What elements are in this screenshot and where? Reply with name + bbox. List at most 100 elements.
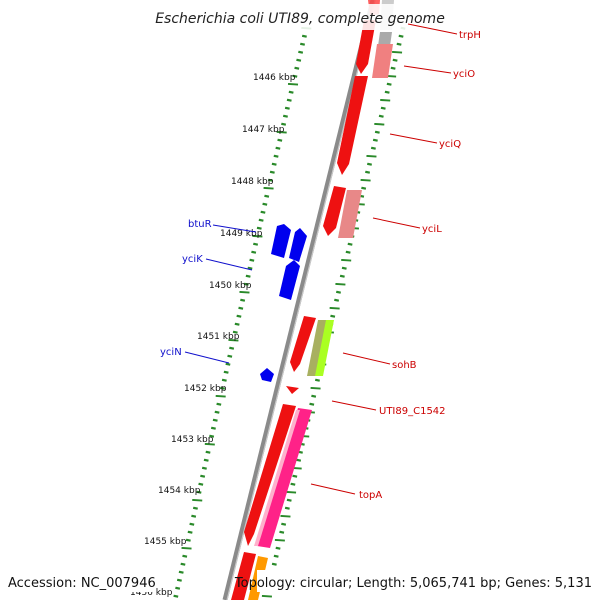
ring-tick <box>198 482 204 486</box>
ring-tick <box>341 258 352 262</box>
gene-label-sohB[interactable]: sohB <box>392 360 417 371</box>
ring-tick <box>201 466 207 470</box>
gene-topA-shape[interactable] <box>244 404 296 546</box>
ring-tick <box>330 314 336 318</box>
ring-tick <box>347 242 353 246</box>
ring-tick <box>212 418 218 422</box>
ring-tick <box>173 594 179 598</box>
kbp-label: 1452 kbp <box>184 384 227 394</box>
ring-tick <box>189 522 195 526</box>
ring-tick <box>386 82 392 86</box>
gene-label-trpH[interactable]: trpH <box>459 30 481 41</box>
ring-tick <box>192 506 198 510</box>
ring-tick <box>361 186 367 190</box>
gene-btuR-shape[interactable] <box>271 224 291 258</box>
ring-tick <box>203 458 209 462</box>
gene-yciL-shape[interactable] <box>323 186 346 236</box>
ring-tick <box>370 146 376 150</box>
gene-label-topA[interactable]: topA <box>359 490 382 501</box>
gene-sohB-shape[interactable] <box>290 316 316 372</box>
gene-label-yciN[interactable]: yciN <box>160 347 182 358</box>
ring-tick <box>273 154 279 158</box>
ring-tick <box>296 458 302 462</box>
ring-tick <box>378 114 384 118</box>
gene-yciK-shape[interactable] <box>279 260 300 300</box>
ring-tick <box>277 138 283 142</box>
ring-tick <box>267 178 273 182</box>
map-title: Escherichia coli UTI89, complete genome <box>155 11 445 27</box>
gene-yciN-shape[interactable] <box>260 368 274 382</box>
gene-UTI89_C1542-shape[interactable] <box>286 386 299 394</box>
kbp-label: 1449 kbp <box>220 229 263 239</box>
ring-tick <box>258 218 264 222</box>
gene-yciK-part-shape[interactable] <box>289 228 307 262</box>
gene-label-yciO[interactable]: yciO <box>453 69 475 80</box>
ring-tick <box>392 50 403 54</box>
ring-tick <box>366 154 377 158</box>
ring-tick <box>243 282 249 286</box>
gene-label-yciK[interactable]: yciK <box>182 254 203 265</box>
ring-tick <box>314 378 320 382</box>
ring-tick <box>209 434 215 438</box>
ring-tick <box>204 442 215 446</box>
kbp-label: 1456 kbp <box>130 588 173 598</box>
gene-yciO-shape[interactable] <box>356 20 376 74</box>
topology-text: Topology: circular; Length: 5,065,741 bp… <box>234 576 592 591</box>
ring-tick <box>396 42 402 46</box>
ring-tick <box>273 554 279 558</box>
kbp-label: 1447 kbp <box>242 125 285 135</box>
ring-tick <box>284 106 290 110</box>
ring-tick <box>249 258 255 262</box>
ring-tick <box>187 530 193 534</box>
ring-tick <box>252 234 263 238</box>
gene-next-shape[interactable] <box>231 552 256 600</box>
ring-tick <box>288 90 294 94</box>
protein-yciO-shape <box>372 44 393 78</box>
ring-tick <box>245 274 251 278</box>
gene-labels: trpH yciO yciQ yciL btuR yciK sohB yciN … <box>160 30 481 501</box>
gene-yciQ-shape[interactable] <box>337 76 368 175</box>
ring-tick <box>292 74 298 78</box>
kbp-label: 1446 kbp <box>253 73 296 83</box>
ring-tick <box>236 314 242 318</box>
ring-tick <box>294 66 300 70</box>
title-backdrop <box>150 4 450 30</box>
ring-tick <box>374 122 385 126</box>
ring-tick <box>359 194 365 198</box>
topology-backdrop <box>257 570 597 592</box>
ring-tick <box>380 98 391 102</box>
gene-label-yciL[interactable]: yciL <box>422 224 442 235</box>
ring-tick <box>275 146 281 150</box>
ring-tick <box>281 522 287 526</box>
ring-tick <box>176 578 182 582</box>
ring-tick <box>214 410 220 414</box>
ring-tick <box>234 322 240 326</box>
protein-trpH-shape-2 <box>378 32 392 46</box>
ring-tick <box>223 370 229 374</box>
ring-tick <box>339 274 345 278</box>
ring-tick <box>238 306 244 310</box>
ring-tick <box>221 378 227 382</box>
ring-tick <box>398 34 404 38</box>
gene-label-btuR[interactable]: btuR <box>188 219 212 230</box>
ring-tick <box>185 538 191 542</box>
ring-tick <box>341 266 347 270</box>
protein-topA-shape-pink <box>254 410 300 546</box>
ring-tick <box>292 474 298 478</box>
ring-tick <box>390 66 396 70</box>
ring-tick <box>279 530 285 534</box>
gene-label-UTI89_C1542[interactable]: UTI89_C1542 <box>379 406 446 417</box>
label-leaders <box>184 23 458 495</box>
ring-tick <box>232 330 238 334</box>
accession-text: Accession: NC_007946 <box>8 576 156 591</box>
ring-tick <box>247 266 253 270</box>
ring-tick <box>365 170 371 174</box>
ring-tick <box>205 450 211 454</box>
ring-tick <box>300 42 306 46</box>
ring-tick <box>286 498 292 502</box>
protein-topA-shape <box>257 408 312 548</box>
ring-tick <box>269 170 275 174</box>
ring-tick <box>271 162 277 166</box>
gene-label-yciQ[interactable]: yciQ <box>439 139 461 150</box>
